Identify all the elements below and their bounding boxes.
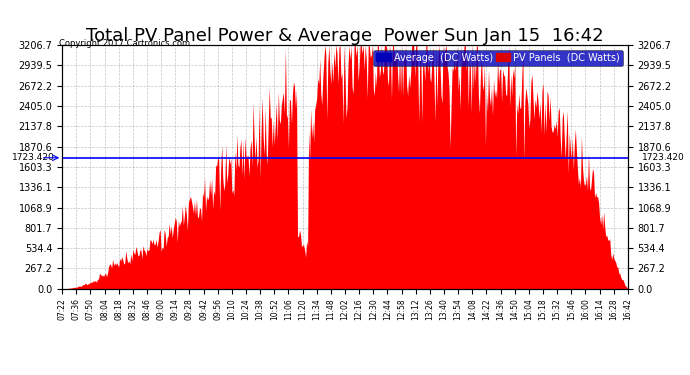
Title: Total PV Panel Power & Average  Power Sun Jan 15  16:42: Total PV Panel Power & Average Power Sun… [86, 27, 604, 45]
Text: Copyright 2017 Cartronics.com: Copyright 2017 Cartronics.com [59, 39, 190, 48]
Legend: Average  (DC Watts), PV Panels  (DC Watts): Average (DC Watts), PV Panels (DC Watts) [373, 50, 623, 66]
Text: 1723.420: 1723.420 [642, 153, 684, 162]
Text: 1723.420: 1723.420 [12, 153, 55, 162]
